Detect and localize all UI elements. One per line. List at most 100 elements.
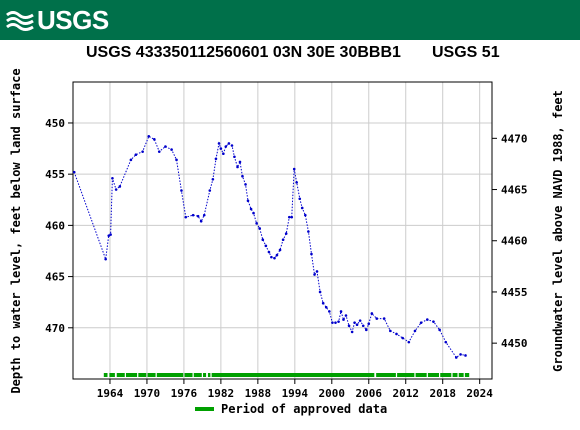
approved-period-bar <box>397 373 415 377</box>
data-point <box>208 189 212 192</box>
data-point <box>307 230 310 233</box>
x-tick-label: 2012 <box>392 387 419 400</box>
data-point <box>270 255 273 259</box>
approved-period-bar <box>458 373 464 377</box>
x-tick-label: 1982 <box>208 387 235 400</box>
data-point <box>290 215 294 219</box>
data-point <box>261 238 265 242</box>
data-point <box>328 310 331 313</box>
x-tick-label: 1988 <box>245 387 272 400</box>
data-point <box>214 157 218 161</box>
data-point <box>298 197 302 201</box>
x-tick-label: 1964 <box>97 387 124 400</box>
data-point <box>395 332 398 336</box>
data-point <box>217 142 221 145</box>
data-point <box>278 248 282 252</box>
data-point <box>170 148 173 151</box>
data-point <box>267 250 271 254</box>
site-title: USGS 433350112560601 03N 30E 30BBB1 <box>86 44 401 61</box>
data-point <box>196 214 200 218</box>
x-tick-label: 1994 <box>282 387 309 400</box>
data-point <box>438 328 441 332</box>
approved-period-bar <box>147 373 156 377</box>
left-y-tick-label: 450 <box>45 117 65 130</box>
right-y-axis-ticks: 4470 4465 4460 4455 4450 <box>492 132 528 350</box>
usgs-banner: USGS <box>0 0 580 40</box>
data-point <box>347 324 351 328</box>
data-point <box>184 215 188 219</box>
left-y-tick-label: 470 <box>45 322 65 335</box>
data-point <box>236 165 239 169</box>
data-point <box>109 233 112 236</box>
usgs-logo[interactable]: USGS <box>6 5 109 35</box>
data-point <box>444 340 448 344</box>
agency-code: USGS 51 <box>432 44 500 61</box>
legend-approved-label: Period of approved data <box>221 402 388 416</box>
data-point <box>321 301 325 305</box>
legend: Period of approved data <box>195 402 387 416</box>
data-point <box>367 322 371 325</box>
data-point <box>224 145 228 148</box>
data-point <box>324 306 328 309</box>
data-point <box>104 257 107 261</box>
data-point <box>361 324 365 328</box>
data-point <box>246 199 250 203</box>
data-point <box>273 256 276 260</box>
x-tick-label: 1976 <box>171 387 198 400</box>
x-tick-label: 2024 <box>466 387 493 400</box>
data-point <box>292 167 296 171</box>
data-point <box>382 317 386 320</box>
approved-period-bar <box>440 373 452 377</box>
data-point <box>219 147 223 150</box>
data-point <box>287 215 291 219</box>
data-point <box>339 310 343 313</box>
approved-period-bar <box>203 373 207 377</box>
data-point <box>175 158 178 162</box>
usgs-wave-icon <box>6 11 34 31</box>
data-point <box>180 189 183 192</box>
data-point <box>389 329 392 333</box>
data-point <box>118 185 122 188</box>
approved-period-bar <box>427 373 440 377</box>
data-point <box>313 273 316 276</box>
plot-frame <box>72 81 493 380</box>
data-point <box>255 222 258 225</box>
data-point <box>249 207 253 211</box>
data-point <box>191 213 195 217</box>
data-point <box>157 150 161 153</box>
x-axis-ticks: 1964 1970 1976 1982 1988 1994 2000 2006 2012 2018… <box>97 379 493 400</box>
data-point <box>202 213 206 217</box>
data-point <box>211 177 215 181</box>
left-y-tick-label: 460 <box>45 219 65 232</box>
data-point <box>141 150 144 153</box>
right-y-tick-label: 4470 <box>501 132 528 145</box>
data-point <box>164 145 167 148</box>
data-point <box>199 219 203 223</box>
right-y-axis-label: Groundwater level above NAVD 1988, feet <box>551 90 565 372</box>
left-y-axis-label: Depth to water level, feet below land su… <box>9 68 23 393</box>
data-point <box>275 253 279 257</box>
data-point <box>318 290 322 294</box>
data-point <box>407 340 411 344</box>
data-point <box>281 238 285 242</box>
approved-period-bar <box>125 373 138 377</box>
data-point <box>432 320 435 323</box>
approved-period-bar <box>116 373 125 377</box>
data-point <box>230 144 234 147</box>
data-point <box>303 213 307 217</box>
data-point <box>129 158 133 162</box>
data-point <box>238 160 242 164</box>
left-y-tick-label: 465 <box>45 271 65 284</box>
data-point <box>264 244 268 248</box>
data-point <box>310 252 313 256</box>
water-level-series <box>72 134 467 359</box>
data-point <box>464 354 467 357</box>
x-tick-label: 2000 <box>319 387 346 400</box>
approved-period-bar <box>452 373 458 377</box>
data-point <box>353 321 356 324</box>
data-point <box>72 170 76 174</box>
data-point <box>459 353 462 356</box>
data-point <box>111 176 114 180</box>
data-point <box>401 336 404 340</box>
data-point <box>252 211 255 215</box>
